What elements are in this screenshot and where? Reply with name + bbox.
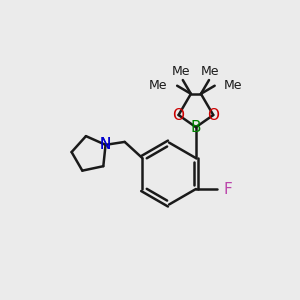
Text: O: O [172,107,184,122]
Text: Me: Me [224,79,243,92]
Text: Me: Me [201,65,220,78]
Text: N: N [100,137,111,152]
Text: Me: Me [172,65,190,78]
Text: F: F [224,182,232,196]
Text: Me: Me [149,79,168,92]
Text: B: B [191,120,201,135]
Text: O: O [207,107,219,122]
Text: N: N [100,137,111,152]
